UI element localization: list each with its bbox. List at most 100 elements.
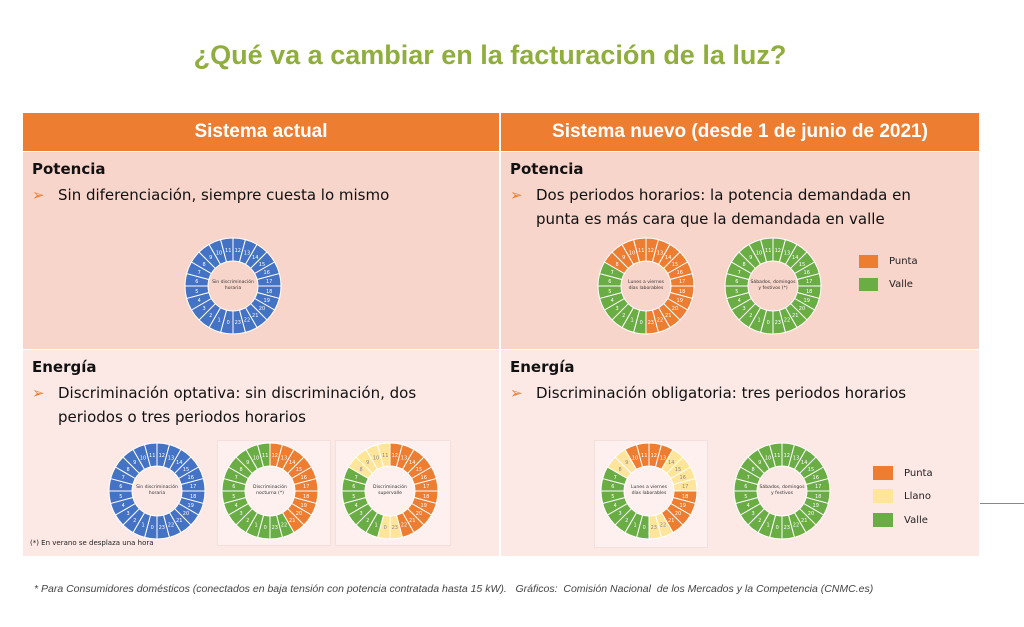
- hour-segment-23-llano: [648, 514, 663, 540]
- hour-label: 12: [651, 453, 657, 459]
- hour-label: 23: [648, 320, 654, 326]
- hour-label: 21: [409, 518, 415, 524]
- hour-label: 5: [744, 494, 747, 500]
- legend-label: Punta: [904, 467, 933, 479]
- hour-label: 13: [657, 250, 663, 256]
- hour-label: 2: [622, 313, 625, 319]
- hour-label: 18: [682, 494, 688, 500]
- hour-segment-23-punta: [645, 309, 660, 335]
- column-header-current: Sistema actual: [23, 113, 499, 151]
- hour-label: 18: [266, 289, 272, 295]
- hour-label: 22: [244, 318, 250, 324]
- clock-center-label: Sin discriminación horaria: [212, 280, 254, 291]
- hour-label: 15: [416, 467, 422, 473]
- punta-swatch: [859, 255, 878, 268]
- hour-label: 22: [784, 318, 790, 324]
- hour-label: 23: [272, 525, 278, 531]
- arrow-bullet-icon: ➢: [32, 186, 45, 204]
- hour-label: 3: [359, 511, 362, 517]
- hour-label: 1: [757, 318, 760, 324]
- hour-label: 15: [672, 262, 678, 268]
- hour-label: 21: [801, 518, 807, 524]
- hour-label: 15: [808, 467, 814, 473]
- hour-label: 23: [651, 525, 657, 531]
- hour-label: 18: [303, 494, 309, 500]
- hour-label: 23: [775, 320, 781, 326]
- hour-label: 4: [122, 503, 125, 509]
- hour-label: 2: [246, 518, 249, 524]
- hour-label: 13: [401, 455, 407, 461]
- hour-label: 7: [747, 475, 750, 481]
- hour-label: 20: [296, 511, 302, 517]
- hour-label: 23: [392, 525, 398, 531]
- hour-label: 19: [188, 503, 194, 509]
- hour-label: 4: [198, 298, 201, 304]
- clock-center-label: Sin discriminación horaria: [136, 485, 178, 496]
- hour-label: 19: [677, 298, 683, 304]
- hour-label: 11: [225, 248, 231, 254]
- bullet-text: Sin diferenciación, siempre cuesta lo mi…: [58, 186, 390, 204]
- hour-label: 16: [813, 475, 819, 481]
- hour-label: 20: [259, 306, 265, 312]
- legend-label: Punta: [889, 256, 918, 267]
- hour-label: 14: [668, 460, 674, 466]
- hour-label: 21: [252, 313, 258, 319]
- hour-label: 5: [119, 494, 122, 500]
- hour-label: 8: [239, 467, 242, 473]
- hour-label: 18: [815, 494, 821, 500]
- divider-line: [980, 503, 1024, 504]
- hour-label: 15: [259, 262, 265, 268]
- hour-label: 0: [264, 525, 267, 531]
- hour-label: 8: [615, 262, 618, 268]
- hour-label: 19: [813, 503, 819, 509]
- hour-label: 17: [679, 279, 685, 285]
- hour-label: 10: [373, 455, 379, 461]
- hour-label: 0: [776, 525, 779, 531]
- hour-label: 9: [133, 460, 136, 466]
- hour-segment-23-valle: [781, 514, 796, 540]
- hour-label: 23: [159, 525, 165, 531]
- hour-segment-23-sin: [156, 514, 171, 540]
- column-header-new: Sistema nuevo (desde 1 de junio de 2021): [501, 113, 979, 151]
- bullet: ➢ Dos periodos horarios: la potencia dema…: [510, 183, 930, 231]
- hour-label: 21: [668, 518, 674, 524]
- arrow-bullet-icon: ➢: [510, 384, 523, 402]
- clock-center-label: Discriminación supervalle: [373, 485, 407, 496]
- hour-label: 12: [235, 248, 241, 254]
- hour-label: 6: [611, 484, 614, 490]
- hour-label: 22: [168, 523, 174, 529]
- hour-label: 21: [176, 518, 182, 524]
- hour-label: 0: [151, 525, 154, 531]
- legend-valle: Valle: [873, 513, 928, 527]
- hour-label: 17: [806, 279, 812, 285]
- hour-label: 0: [640, 320, 643, 326]
- hour-label: 19: [301, 503, 307, 509]
- legend-punta: Punta: [859, 255, 918, 268]
- hour-segment-23-llano: [389, 514, 404, 540]
- valle-swatch: [873, 513, 893, 527]
- hour-label: 14: [409, 460, 415, 466]
- clock-center-label: Discriminación nocturna (*): [253, 485, 287, 496]
- hour-label: 20: [672, 306, 678, 312]
- hour-label: 6: [608, 279, 611, 285]
- hour-label: 1: [374, 523, 377, 529]
- hour-label: 6: [352, 484, 355, 490]
- hour-label: 3: [618, 511, 621, 517]
- hour-label: 17: [303, 484, 309, 490]
- hour-label: 17: [190, 484, 196, 490]
- legend-llano: Llano: [873, 489, 931, 503]
- footnote: * Para Consumidores domésticos (conectad…: [34, 583, 874, 595]
- hour-label: 4: [355, 503, 358, 509]
- hour-label: 7: [122, 475, 125, 481]
- hour-label: 0: [767, 320, 770, 326]
- hour-label: 7: [611, 270, 614, 276]
- hour-label: 18: [679, 289, 685, 295]
- hour-label: 10: [765, 455, 771, 461]
- clock-center-label: Sábados, domingos y festivos (*): [750, 280, 796, 291]
- hour-label: 3: [742, 306, 745, 312]
- hour-label: 13: [660, 455, 666, 461]
